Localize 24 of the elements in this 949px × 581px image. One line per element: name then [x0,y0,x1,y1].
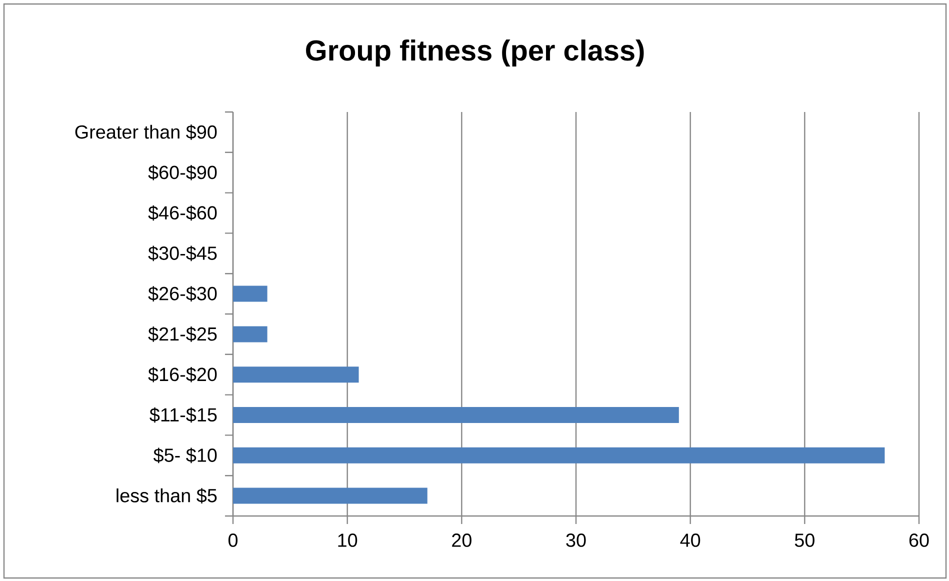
y-tick-label: $16-$20 [148,366,217,382]
bar [233,326,268,342]
y-tick-label: $11-$15 [150,407,217,423]
y-tick-label: $21-$25 [148,326,217,342]
x-tick-label: 20 [452,534,472,547]
chart-title: Group fitness (per class) [306,40,644,66]
x-tick-label: 10 [338,534,358,547]
y-tick-label: $60-$90 [148,164,217,180]
y-tick-label: Greater than $90 [75,124,217,140]
bar [233,407,679,424]
y-tick-label: less than $5 [116,488,217,504]
bar [233,286,268,302]
x-tick-label: 0 [228,534,238,547]
x-tick-label: 30 [566,534,586,547]
x-tick-label: 60 [909,534,929,547]
bar [233,447,885,464]
y-tick-label: $30-$45 [148,246,217,262]
bar [233,488,428,504]
y-tick-label: $5- $10 [153,448,217,464]
y-tick-label: $26-$30 [148,286,217,302]
y-tick-label: $46-$60 [148,205,217,221]
x-tick-label: 50 [794,534,814,547]
x-tick-label: 40 [680,534,700,547]
bar [233,366,359,383]
